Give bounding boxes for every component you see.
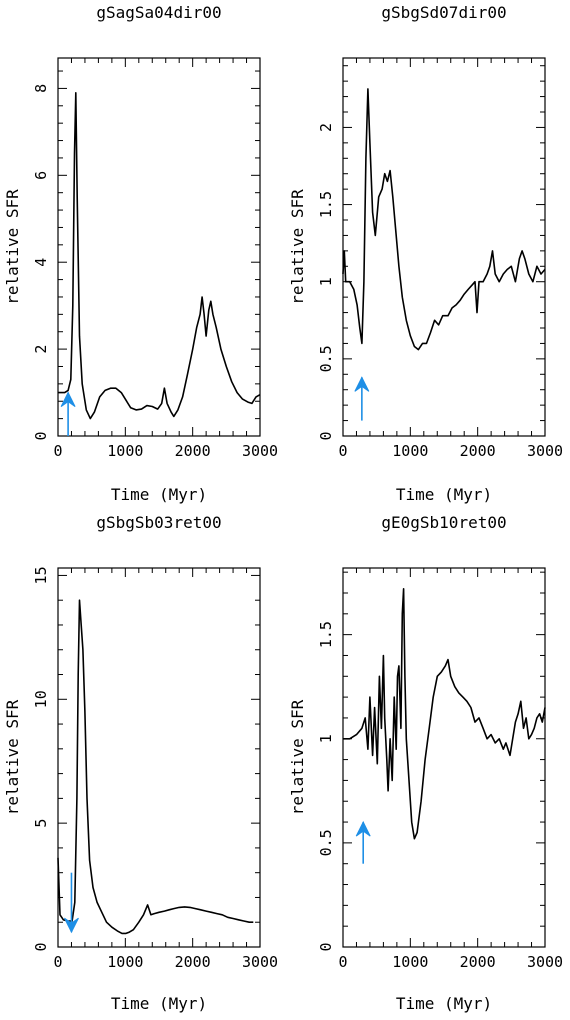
interaction-arrow-head: [355, 820, 371, 837]
y-axis-label: relative SFR: [288, 189, 307, 305]
y-tick-label: 2: [317, 123, 335, 132]
sfr-series-line: [58, 92, 261, 420]
chart-panel-3: gSbgSb03ret00 0 1000 2000 3000 0 5 10 15 Time (My…: [3, 513, 278, 1013]
sfr-series-line: [57, 599, 254, 935]
interaction-arrow-head: [354, 376, 370, 392]
x-tick-label: 3000: [242, 442, 278, 460]
x-tick-label: 3000: [527, 953, 563, 971]
x-tick-label: 2000: [460, 953, 496, 971]
x-tick-label: 0: [338, 442, 347, 460]
x-tick-label: 0: [338, 953, 347, 971]
x-tick-label: 3000: [242, 953, 278, 971]
x-tick-label: 3000: [527, 442, 563, 460]
y-tick-label: 0: [32, 431, 50, 440]
y-tick-label: 4: [32, 258, 50, 267]
y-tick-label: 1: [317, 277, 335, 286]
x-tick-label: 0: [53, 442, 62, 460]
y-tick-label: 0: [317, 431, 335, 440]
sfr-series-line: [342, 88, 546, 351]
sfr-series-line: [343, 588, 546, 840]
y-tick-label: 1.5: [317, 621, 335, 648]
plot-frame: [57, 57, 261, 437]
chart-panel-1: gSagSa04dir00 0 1000 2000 3000 0 2 4 6 8 Time (Myr…: [3, 3, 278, 504]
x-tick-label: 2000: [460, 442, 496, 460]
x-axis-label: Time (Myr): [111, 994, 207, 1013]
chart-title: gE0gSb10ret00: [381, 513, 506, 532]
plot-frame: [342, 57, 546, 437]
y-axis-label: relative SFR: [3, 189, 22, 305]
y-tick-label: 10: [32, 690, 50, 708]
y-tick-label: 0: [317, 942, 335, 951]
y-tick-label: 2: [32, 345, 50, 354]
chart-title: gSbgSb03ret00: [96, 513, 221, 532]
y-tick-label: 5: [32, 819, 50, 828]
x-tick-label: 0: [53, 953, 62, 971]
y-tick-label: 1.5: [317, 191, 335, 218]
y-axis-label: relative SFR: [288, 699, 307, 815]
chart-title: gSagSa04dir00: [96, 3, 221, 22]
y-tick-label: 15: [32, 566, 50, 584]
x-axis-label: Time (Myr): [111, 485, 207, 504]
y-tick-label: 1: [317, 734, 335, 743]
x-tick-label: 1000: [392, 442, 428, 460]
x-tick-label: 1000: [107, 953, 143, 971]
y-tick-label: 0: [32, 942, 50, 951]
y-tick-label: 8: [32, 84, 50, 93]
plot-frame: [342, 567, 546, 948]
y-tick-label: 0.5: [317, 829, 335, 856]
x-axis-label: Time (Myr): [396, 485, 492, 504]
plot-frame: [57, 567, 261, 948]
chart-panel-4: gE0gSb10ret00 0 1000 2000 3000 0 0.5 1 1.5 Time (…: [288, 513, 563, 1013]
x-tick-label: 1000: [107, 442, 143, 460]
y-tick-label: 6: [32, 171, 50, 180]
x-tick-label: 2000: [175, 953, 211, 971]
chart-title: gSbgSd07dir00: [381, 3, 506, 22]
x-tick-label: 1000: [392, 953, 428, 971]
interaction-arrow-head: [64, 917, 79, 934]
x-tick-label: 2000: [175, 442, 211, 460]
x-axis-label: Time (Myr): [396, 994, 492, 1013]
interaction-arrow-head: [60, 391, 76, 407]
chart-panel-2: gSbgSd07dir00 0 1000 2000 3000 0 0.5 1 1.5 2 Time …: [288, 3, 563, 504]
y-tick-label: 0.5: [317, 345, 335, 372]
y-axis-label: relative SFR: [3, 699, 22, 815]
